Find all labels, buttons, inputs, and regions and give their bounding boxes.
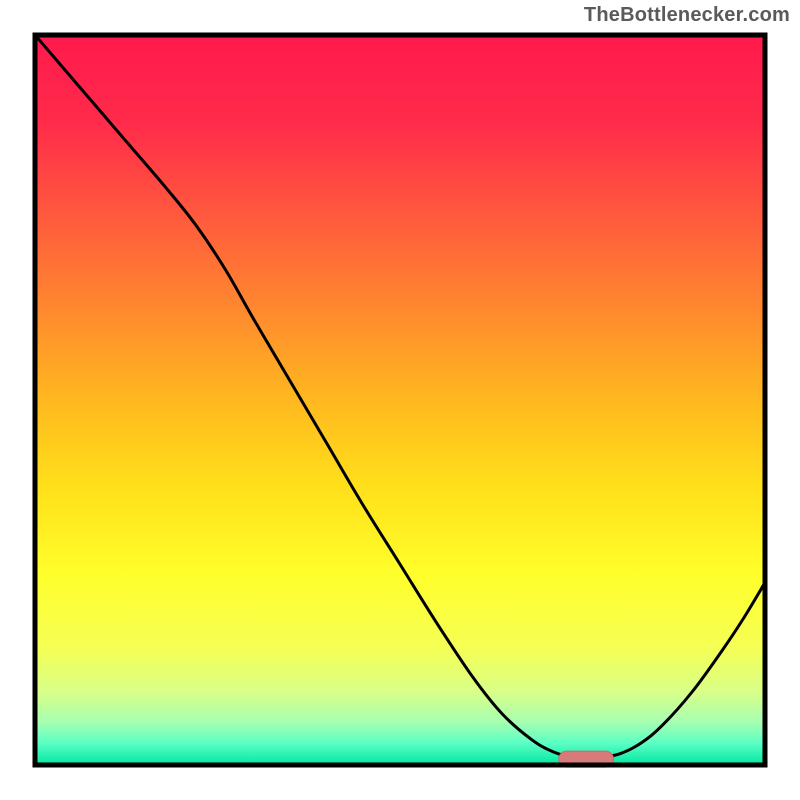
- bottleneck-curve-chart: [0, 0, 800, 800]
- gradient-background: [35, 35, 765, 765]
- chart-container: TheBottlenecker.com: [0, 0, 800, 800]
- watermark-text: TheBottlenecker.com: [584, 4, 790, 27]
